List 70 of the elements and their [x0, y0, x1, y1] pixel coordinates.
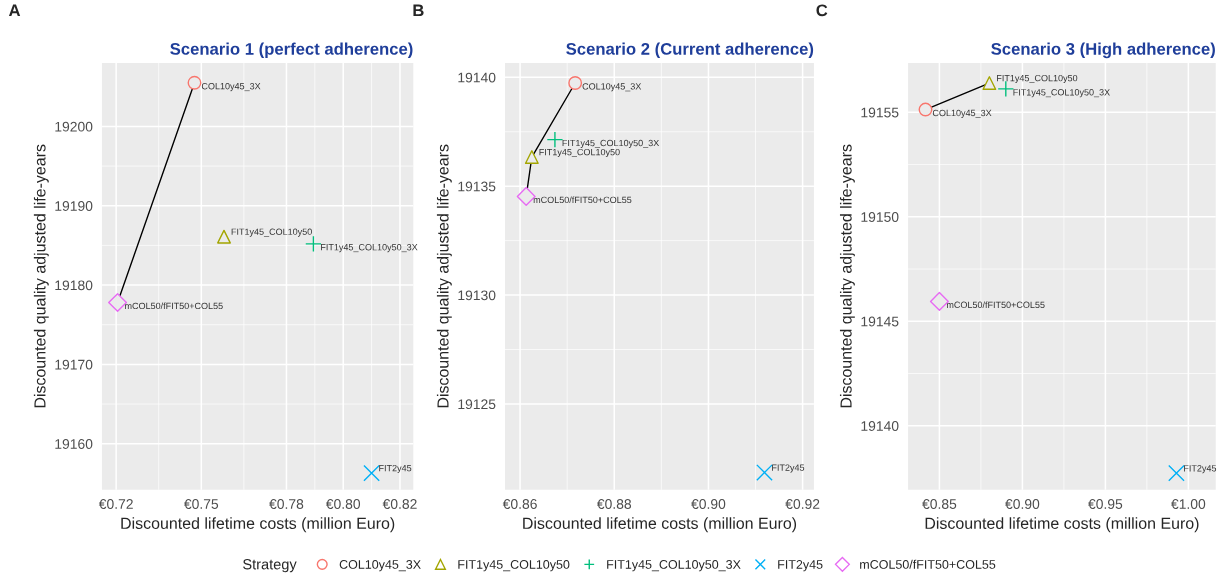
legend-label: COL10y45_3X — [339, 560, 421, 572]
y-tick-label: 19145 — [861, 316, 899, 327]
x-axis-title: Discounted lifetime costs (million Euro) — [523, 517, 797, 533]
legend-label: mCOL50/fFIT50+COL55 — [860, 559, 996, 569]
x-tick-label: €0.75 — [184, 499, 219, 509]
y-tick-label: 19135 — [458, 181, 496, 192]
y-tick-label: 19200 — [55, 121, 93, 132]
text: A — [8, 4, 21, 17]
x-tick-label: €0.72 — [98, 499, 133, 509]
x-tick-label: €0.90 — [1005, 499, 1040, 509]
y-tick-label: 19125 — [458, 399, 496, 410]
series-label: COL10y45_3X — [582, 83, 642, 92]
point — [524, 150, 539, 164]
y-axis-title: Discounted quality adjusted life-years — [839, 144, 855, 408]
text: FIT1y45_COL10y50_3X — [321, 244, 418, 253]
y-tick-label: 19170 — [55, 359, 93, 370]
y-tick-label: 19190 — [55, 201, 93, 211]
series-label: FIT2y45 — [772, 464, 805, 473]
point — [305, 235, 322, 253]
x-tick-label: €0.95 — [1088, 499, 1123, 509]
chart-title: Scenario 1 (perfect adherence) — [170, 42, 413, 59]
legend-title: Strategy — [243, 559, 297, 573]
point — [187, 75, 202, 90]
point — [363, 464, 380, 482]
y-tick-label: 19160 — [55, 439, 93, 449]
text: B — [413, 4, 424, 17]
y-tick-label: 19150 — [861, 212, 899, 222]
point — [217, 229, 231, 244]
text: C — [816, 4, 828, 17]
y-axis-title: Discounted quality adjusted life-years — [33, 144, 49, 408]
chart-title: Scenario 3 (High adherence) — [991, 42, 1215, 59]
series-label: COL10y45_3X — [932, 109, 992, 118]
series-label: FIT1y45_COL10y50 — [539, 148, 620, 158]
text: mCOL50/fFIT50+COL55 — [125, 302, 223, 310]
point — [929, 291, 949, 311]
series-label: FIT1y45_COL10y50_3X — [1013, 89, 1110, 98]
series-label: FIT1y45_COL10y50 — [997, 74, 1078, 84]
point — [756, 464, 773, 481]
x-tick-label: €0.78 — [269, 499, 304, 509]
x-tick-label: €0.86 — [502, 499, 537, 509]
x-tick-label: €0.85 — [922, 499, 957, 509]
point — [982, 76, 997, 90]
x-axis-title: Discounted lifetime costs (million Euro) — [925, 517, 1199, 533]
y-tick-label: 19130 — [458, 290, 496, 301]
series-label: mCOL50/fFIT50+COL55 — [946, 301, 1045, 309]
x-tick-label: €0.90 — [691, 499, 726, 509]
x-axis-title: Discounted lifetime costs (million Euro) — [121, 517, 395, 533]
y-axis-title: Discounted quality adjusted life-years — [436, 144, 452, 408]
point — [1168, 464, 1185, 482]
point — [918, 102, 933, 117]
y-tick-label: 19155 — [861, 107, 899, 118]
x-tick-label: €0.82 — [382, 499, 417, 509]
y-tick-label: 19140 — [458, 72, 496, 83]
series-label: FIT1y45_COL10y50_3X — [562, 139, 660, 148]
x-tick-label: €0.88 — [596, 499, 632, 509]
chart-title: Scenario 2 (Current adherence) — [566, 42, 814, 59]
text: FIT2y45 — [379, 464, 412, 474]
y-tick-label: 19140 — [861, 421, 899, 431]
legend-label: FIT2y45 — [778, 560, 823, 572]
text: FIT1y45_COL10y50 — [231, 228, 312, 237]
point — [568, 76, 583, 90]
x-tick-label: €0.80 — [325, 499, 361, 509]
series-label: FIT2y45 — [1184, 465, 1217, 474]
legend-label: FIT1y45_COL10y50 — [458, 560, 570, 572]
x-tick-label: €0.92 — [785, 499, 820, 509]
y-tick-label: 19180 — [55, 280, 93, 291]
x-tick-label: €1.00 — [1171, 499, 1206, 509]
series-label: mCOL50/fFIT50+COL55 — [533, 196, 632, 204]
text: COL10y45_3X — [201, 82, 261, 92]
legend-label: FIT1y45_COL10y50_3X — [607, 560, 741, 572]
